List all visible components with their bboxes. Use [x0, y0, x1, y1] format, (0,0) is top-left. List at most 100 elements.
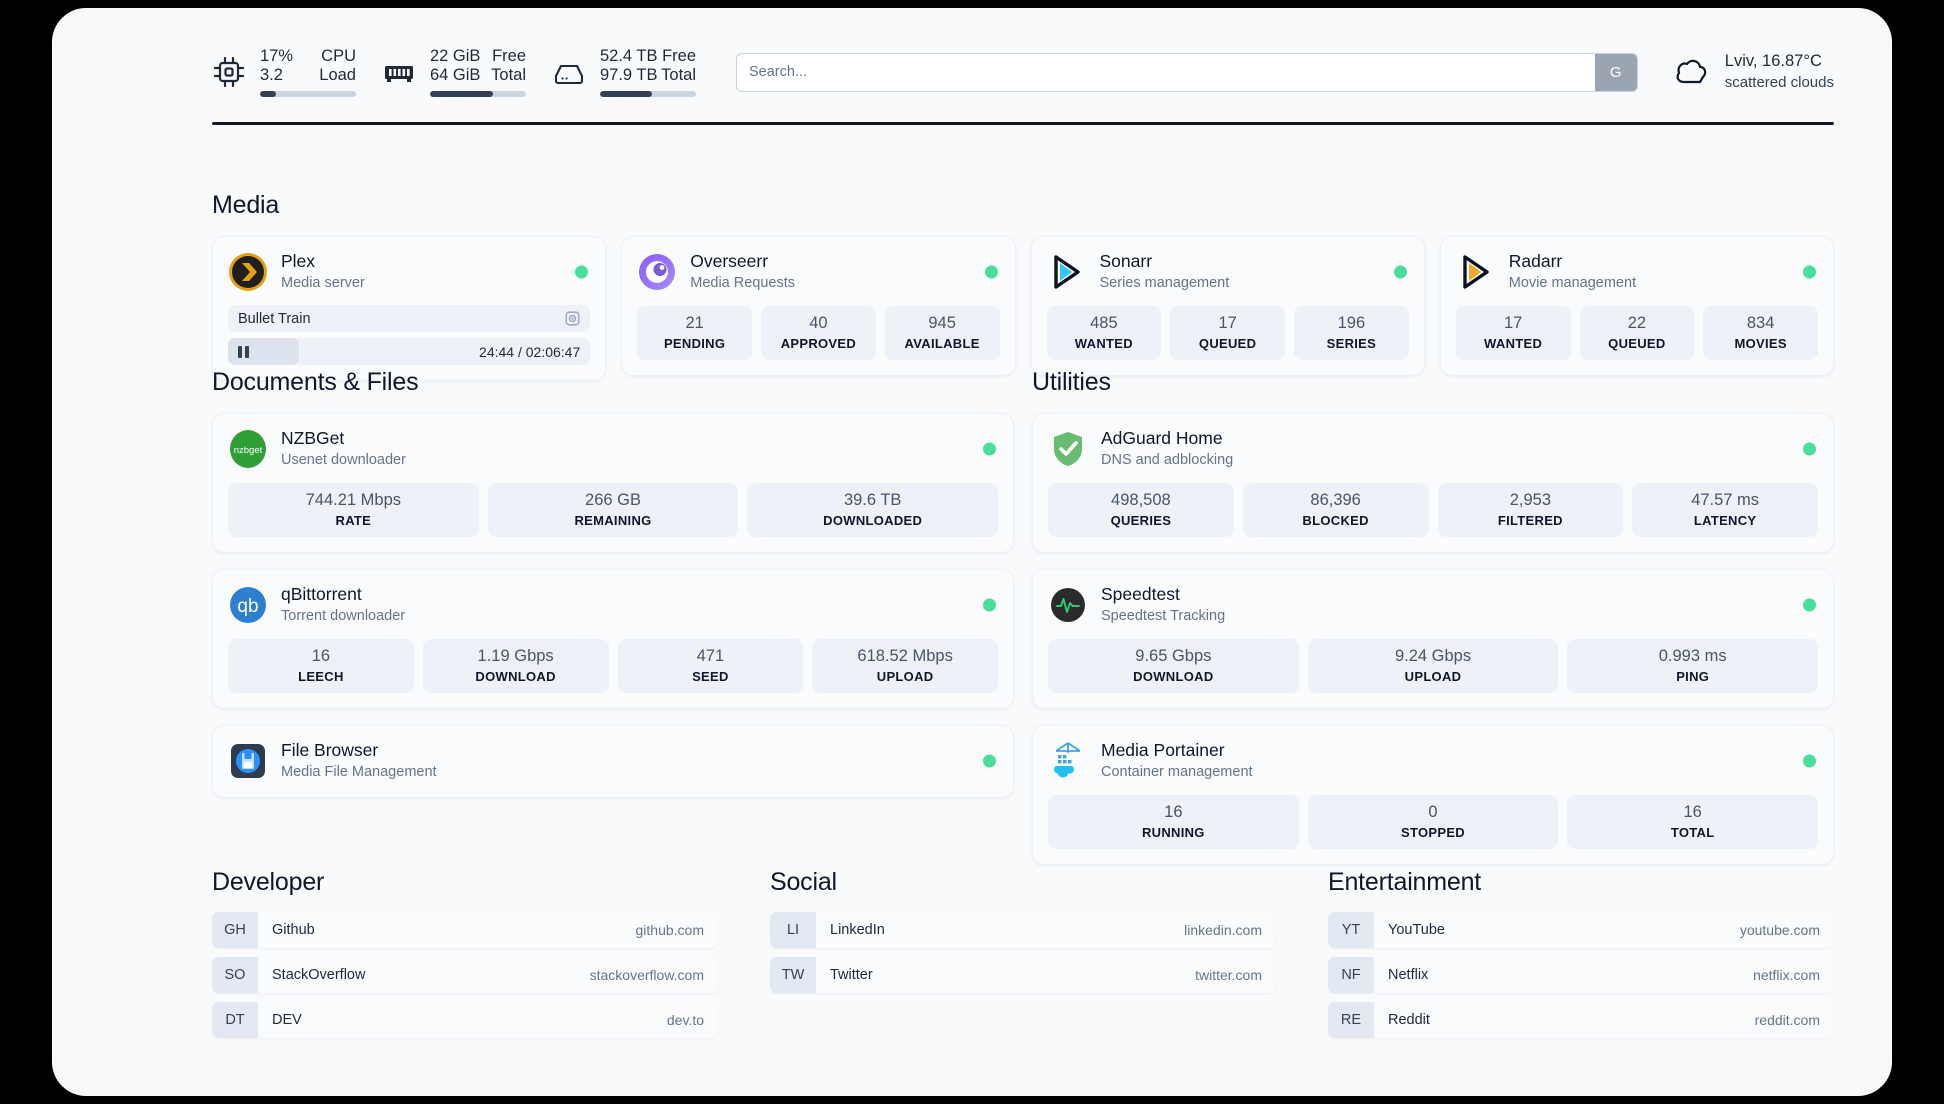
- portainer-icon: [1048, 741, 1088, 781]
- resource-value-top: 52.4 TB: [600, 47, 658, 65]
- card-header: File Browser Media File Management: [228, 740, 998, 782]
- service-card-adguard-home[interactable]: AdGuard Home DNS and adblocking 498,508 QUE…: [1032, 413, 1834, 553]
- service-name: NZBGet: [281, 428, 345, 448]
- service-card-file-browser[interactable]: File Browser Media File Management: [212, 725, 1014, 798]
- bookmark-url: reddit.com: [1754, 1012, 1820, 1028]
- documents-section-title: Documents & Files: [212, 368, 419, 396]
- cloud-icon: [1672, 55, 1712, 89]
- documents-card-list: nzbget NZBGet Usenet downloader 744.21 Mbps…: [212, 413, 1014, 798]
- stat-label: SERIES: [1326, 336, 1377, 351]
- stat-row: 16 RUNNING 0 STOPPED 16 TOTAL: [1048, 795, 1819, 849]
- memory-icon: [382, 55, 416, 89]
- stat-label: LEECH: [298, 669, 344, 684]
- bookmark-url: dev.to: [666, 1012, 704, 1028]
- bookmark-abbr: GH: [212, 912, 258, 948]
- search-submit-button[interactable]: G: [1594, 53, 1637, 91]
- stat-tile: 0.993 ms PING: [1567, 639, 1819, 693]
- service-subtitle: Media Requests: [690, 275, 796, 291]
- stat-tile: 945 AVAILABLE: [884, 306, 1000, 360]
- dashboard-page: 17% 3.2 CPU Load 22 GiB 64 GiB Free Total 52.4 T…: [52, 8, 1892, 1096]
- status-badge: [1803, 598, 1816, 612]
- resource-label-top: Free: [492, 47, 526, 65]
- weather-description: scattered clouds: [1724, 74, 1834, 91]
- bookmark-item[interactable]: TW Twitter twitter.com: [770, 957, 1276, 993]
- bookmark-item[interactable]: DT DEV dev.to: [212, 1002, 718, 1038]
- card-meta: qBittorrent Torrent downloader: [281, 584, 405, 626]
- bookmark-item[interactable]: LI LinkedIn linkedin.com: [770, 912, 1276, 948]
- card-meta: Speedtest Speedtest Tracking: [1101, 584, 1225, 626]
- bookmark-abbr: TW: [770, 957, 816, 993]
- pause-icon[interactable]: [238, 345, 249, 358]
- bookmark-abbr: NF: [1328, 957, 1374, 993]
- card-meta: Overseerr Media Requests: [690, 251, 795, 293]
- stat-tile: 498,508 QUERIES: [1048, 483, 1234, 537]
- stat-label: MOVIES: [1734, 336, 1787, 351]
- stat-label: PING: [1676, 669, 1710, 684]
- bookmark-group-title: Entertainment: [1328, 868, 1482, 896]
- stat-row: 9.65 Gbps DOWNLOAD 9.24 Gbps UPLOAD 0.993 ms…: [1048, 639, 1819, 693]
- stat-label: QUEUED: [1198, 336, 1257, 351]
- service-card-plex[interactable]: Plex Media server Bullet Train 24:44 / 02:0…: [212, 236, 607, 381]
- stat-label: AVAILABLE: [904, 336, 980, 351]
- media-section: Media Plex Media server Bullet Train 24:44 …: [212, 191, 1834, 381]
- stat-label: WANTED: [1074, 336, 1133, 351]
- search-input[interactable]: [737, 53, 1595, 91]
- service-card-radarr[interactable]: Radarr Movie management 17 WANTED 22 QUEUED 83…: [1439, 236, 1834, 376]
- search-box[interactable]: G: [736, 52, 1638, 92]
- bookmark-item[interactable]: NF Netflix netflix.com: [1328, 957, 1834, 993]
- playback-time: 24:44 / 02:06:47: [479, 343, 581, 360]
- stat-tile: 9.24 Gbps UPLOAD: [1307, 639, 1559, 693]
- service-card-qbittorrent[interactable]: qb qBittorrent Torrent downloader 16 LEECH 1.…: [212, 569, 1014, 709]
- stat-label: RATE: [335, 513, 372, 528]
- mid-sections: Documents & Files nzbget NZBGet Usenet dow…: [212, 368, 1834, 865]
- service-subtitle: Movie management: [1508, 275, 1637, 291]
- status-badge: [984, 265, 998, 279]
- stat-value: 2,953: [1509, 491, 1552, 509]
- stat-value: 47.57 ms: [1691, 491, 1760, 509]
- bookmark-item[interactable]: YT YouTube youtube.com: [1328, 912, 1834, 948]
- service-card-media-portainer[interactable]: Media Portainer Container management 16 RUN…: [1032, 725, 1834, 865]
- service-name: Radarr: [1508, 251, 1563, 271]
- playback-progress[interactable]: 24:44 / 02:06:47: [228, 338, 591, 365]
- stat-tile: 86,396 BLOCKED: [1242, 483, 1429, 537]
- stat-tile: 0 STOPPED: [1307, 795, 1559, 849]
- bookmark-group-entertainment: Entertainment YT YouTube youtube.com NF Netfl…: [1328, 868, 1834, 1038]
- cpu-icon: [212, 55, 246, 89]
- service-card-overseerr[interactable]: Overseerr Media Requests 21 PENDING 40 APPROV…: [621, 236, 1016, 376]
- now-playing-title-bar: Bullet Train: [228, 305, 591, 332]
- bookmark-name: Reddit: [1388, 1012, 1430, 1028]
- card-meta: Plex Media server: [281, 251, 365, 293]
- service-subtitle: Media File Management: [281, 764, 437, 780]
- stat-tile: 1.19 Gbps DOWNLOAD: [422, 639, 609, 693]
- bookmark-abbr: DT: [212, 1002, 258, 1038]
- stat-tile: 40 APPROVED: [761, 306, 876, 360]
- bookmark-item[interactable]: SO StackOverflow stackoverflow.com: [212, 957, 718, 993]
- stat-label: DOWNLOAD: [475, 669, 556, 684]
- bookmark-list: YT YouTube youtube.com NF Netflix netflix.com…: [1328, 912, 1834, 1038]
- service-card-sonarr[interactable]: Sonarr Series management 485 WANTED 17 QUEUED…: [1030, 236, 1425, 376]
- stat-value: 0: [1428, 803, 1438, 821]
- media-card-row: Plex Media server Bullet Train 24:44 / 02:0…: [212, 236, 1834, 381]
- status-badge: [575, 265, 589, 279]
- bookmark-group-title: Social: [770, 868, 837, 896]
- bookmark-item[interactable]: RE Reddit reddit.com: [1328, 1002, 1834, 1038]
- resource-disk: 52.4 TB 97.9 TB Free Total: [552, 47, 696, 97]
- service-name: qBittorrent: [281, 584, 362, 604]
- resource-value-top: 17%: [260, 47, 294, 65]
- service-name: File Browser: [281, 740, 379, 760]
- stat-label: UPLOAD: [1404, 669, 1462, 684]
- service-card-speedtest[interactable]: Speedtest Speedtest Tracking 9.65 Gbps DOWN…: [1032, 569, 1834, 709]
- stat-row: 498,508 QUERIES 86,396 BLOCKED 2,953 FILTERED…: [1048, 483, 1818, 537]
- stat-value: 39.6 TB: [843, 491, 902, 509]
- stat-tile: 21 PENDING: [637, 306, 752, 360]
- stat-value: 16: [1683, 803, 1702, 821]
- service-card-nzbget[interactable]: nzbget NZBGet Usenet downloader 744.21 Mbps…: [212, 413, 1014, 553]
- documents-section: Documents & Files nzbget NZBGet Usenet dow…: [212, 368, 1014, 865]
- stat-tile: 2,953 FILTERED: [1437, 483, 1624, 537]
- now-playing-title: Bullet Train: [238, 310, 311, 327]
- cast-icon[interactable]: [565, 311, 580, 326]
- stat-label: PENDING: [663, 336, 726, 351]
- service-subtitle: DNS and adblocking: [1101, 452, 1234, 468]
- now-playing: Bullet Train 24:44 / 02:06:47: [228, 305, 591, 365]
- bookmark-item[interactable]: GH Github github.com: [212, 912, 718, 948]
